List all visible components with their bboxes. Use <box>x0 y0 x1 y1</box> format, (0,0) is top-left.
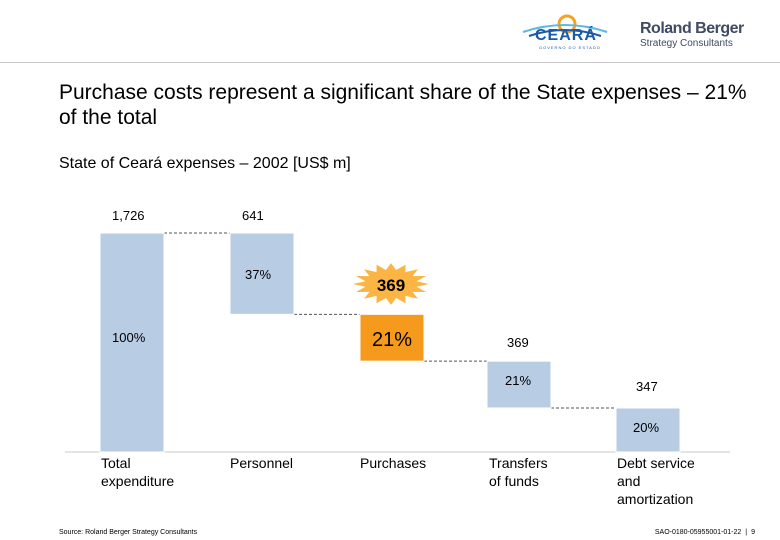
category-label-4: amortization <box>617 491 693 507</box>
bar-4 <box>615 407 681 453</box>
chart-subtitle: State of Ceará expenses – 2002 [US$ m] <box>59 155 351 172</box>
ceara-logo-text: CEARÁ <box>535 27 597 44</box>
percent-label-2: 21% <box>372 329 412 351</box>
header-logos: CEARÁ GOVERNO DO ESTADO Roland Berger St… <box>515 10 765 54</box>
bar-2 <box>359 313 425 362</box>
category-label-1: Personnel <box>230 455 293 471</box>
value-label-1: 641 <box>242 208 264 223</box>
value-label-3: 369 <box>507 335 529 350</box>
rb-logo-name: Roland Berger <box>640 20 744 37</box>
slide-title: Purchase costs represent a significant s… <box>59 81 747 129</box>
footer-doc-id: SAO-0180-05955001-01-22 <box>654 529 742 536</box>
percent-label-0: 100% <box>112 330 146 345</box>
category-label-3: of funds <box>489 473 539 489</box>
category-label-0: expenditure <box>101 473 174 489</box>
category-label-3: Transfers <box>489 455 548 471</box>
rb-logo-sub: Strategy Consultants <box>640 38 733 49</box>
roland-berger-logo: Roland Berger Strategy Consultants <box>640 20 744 50</box>
category-label-0: Total <box>101 455 131 471</box>
percent-label-3: 21% <box>505 373 531 388</box>
category-label-4: and <box>617 473 640 489</box>
burst-value-label: 369 <box>377 276 405 295</box>
header-rule <box>0 62 780 63</box>
ceara-logo-graphic <box>522 14 608 37</box>
bar-0 <box>99 232 165 453</box>
footer-separator: | <box>745 529 748 536</box>
bar-1 <box>229 232 295 315</box>
value-label-0: 1,726 <box>112 208 145 223</box>
ceara-logo: CEARÁ GOVERNO DO ESTADO <box>515 10 615 54</box>
bar-3 <box>486 360 552 409</box>
footer-source: Source: Roland Berger Strategy Consultan… <box>59 529 198 536</box>
burst-shape <box>353 263 429 305</box>
footer-right: SAO-0180-05955001-01-22 | 9 <box>655 529 755 536</box>
ceara-logo-tagline: GOVERNO DO ESTADO <box>539 45 601 50</box>
value-label-4: 347 <box>636 379 658 394</box>
percent-label-1: 37% <box>245 267 271 282</box>
percent-label-4: 20% <box>633 420 659 435</box>
category-label-2: Purchases <box>360 455 426 471</box>
footer-page-number: 9 <box>751 529 755 536</box>
category-label-4: Debt service <box>617 455 695 471</box>
